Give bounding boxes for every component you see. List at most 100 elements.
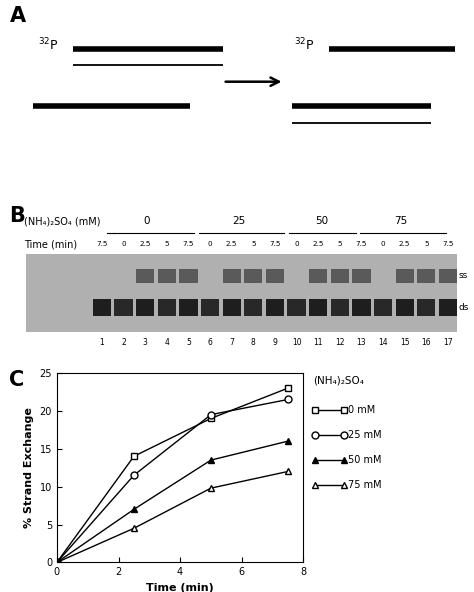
Bar: [352, 298, 371, 316]
Text: 7.5: 7.5: [96, 241, 108, 247]
Text: 75 mM: 75 mM: [348, 480, 382, 490]
Bar: [395, 298, 414, 316]
Text: 75: 75: [394, 216, 407, 226]
Bar: [331, 269, 349, 283]
Text: 0: 0: [208, 241, 212, 247]
50 mM: [208, 456, 214, 464]
Text: 2.5: 2.5: [399, 241, 410, 247]
Text: 0: 0: [144, 216, 150, 226]
Line: 75 mM: 75 mM: [54, 468, 292, 566]
Text: 0: 0: [294, 241, 299, 247]
Text: 2.5: 2.5: [139, 241, 151, 247]
Bar: [417, 269, 436, 283]
Bar: [352, 269, 371, 283]
Bar: [439, 269, 457, 283]
Bar: [201, 298, 219, 316]
Bar: [244, 298, 263, 316]
Text: 50: 50: [315, 216, 328, 226]
Bar: [266, 269, 284, 283]
Y-axis label: % Strand Exchange: % Strand Exchange: [24, 407, 34, 528]
Text: 16: 16: [421, 337, 431, 346]
Line: 25 mM: 25 mM: [54, 396, 292, 566]
Text: 25 mM: 25 mM: [348, 430, 382, 440]
Text: 5: 5: [251, 241, 255, 247]
Text: 6: 6: [208, 337, 212, 346]
Bar: [331, 298, 349, 316]
Text: 11: 11: [313, 337, 323, 346]
25 mM: [131, 472, 137, 479]
Text: 0: 0: [381, 241, 385, 247]
75 mM: [54, 559, 60, 566]
Bar: [93, 298, 111, 316]
25 mM: [208, 411, 214, 418]
Text: 2.5: 2.5: [312, 241, 324, 247]
0 mM: [131, 453, 137, 460]
Text: 7: 7: [229, 337, 234, 346]
50 mM: [54, 559, 60, 566]
Bar: [287, 298, 306, 316]
Bar: [395, 269, 414, 283]
Text: C: C: [9, 370, 25, 390]
Text: 7.5: 7.5: [442, 241, 454, 247]
Bar: [309, 298, 328, 316]
Text: 0: 0: [121, 241, 126, 247]
Text: ds: ds: [459, 303, 469, 311]
75 mM: [131, 525, 137, 532]
Text: Time (min): Time (min): [24, 239, 77, 249]
Line: 50 mM: 50 mM: [54, 437, 292, 566]
Text: 5: 5: [164, 241, 169, 247]
Text: 7.5: 7.5: [182, 241, 194, 247]
25 mM: [285, 396, 291, 403]
Bar: [114, 298, 133, 316]
75 mM: [285, 468, 291, 475]
Text: A: A: [9, 6, 26, 26]
Text: 9: 9: [273, 337, 277, 346]
Line: 0 mM: 0 mM: [54, 385, 292, 566]
Text: 12: 12: [335, 337, 345, 346]
0 mM: [208, 415, 214, 422]
Text: 15: 15: [400, 337, 410, 346]
Bar: [222, 269, 241, 283]
Bar: [158, 269, 176, 283]
25 mM: [54, 559, 60, 566]
50 mM: [285, 437, 291, 445]
Text: 50 mM: 50 mM: [348, 455, 382, 465]
Text: 1: 1: [100, 337, 104, 346]
Bar: [26, 254, 457, 332]
Text: (NH₄)₂SO₄ (mM): (NH₄)₂SO₄ (mM): [24, 216, 100, 226]
Bar: [136, 298, 155, 316]
Text: 5: 5: [424, 241, 428, 247]
Bar: [244, 269, 263, 283]
75 mM: [208, 485, 214, 492]
Bar: [309, 269, 328, 283]
Text: 7.5: 7.5: [269, 241, 281, 247]
Text: 10: 10: [292, 337, 301, 346]
Text: 5: 5: [186, 337, 191, 346]
Text: 14: 14: [378, 337, 388, 346]
Text: 7.5: 7.5: [356, 241, 367, 247]
Text: $^{32}$P: $^{32}$P: [294, 37, 315, 53]
Bar: [136, 269, 155, 283]
Text: 2: 2: [121, 337, 126, 346]
Bar: [439, 298, 457, 316]
Text: 0 mM: 0 mM: [348, 406, 375, 415]
Text: ss: ss: [459, 271, 468, 281]
Bar: [222, 298, 241, 316]
Text: (NH₄)₂SO₄: (NH₄)₂SO₄: [313, 376, 364, 386]
0 mM: [285, 385, 291, 392]
Text: 8: 8: [251, 337, 255, 346]
Text: 3: 3: [143, 337, 147, 346]
Text: $^{32}$P: $^{32}$P: [38, 37, 59, 53]
50 mM: [131, 506, 137, 513]
Text: 4: 4: [164, 337, 169, 346]
Bar: [266, 298, 284, 316]
0 mM: [54, 559, 60, 566]
Text: B: B: [9, 205, 25, 226]
Bar: [179, 298, 198, 316]
Bar: [417, 298, 436, 316]
Bar: [179, 269, 198, 283]
Bar: [374, 298, 392, 316]
Text: 17: 17: [443, 337, 453, 346]
Text: 13: 13: [356, 337, 366, 346]
Text: 5: 5: [337, 241, 342, 247]
